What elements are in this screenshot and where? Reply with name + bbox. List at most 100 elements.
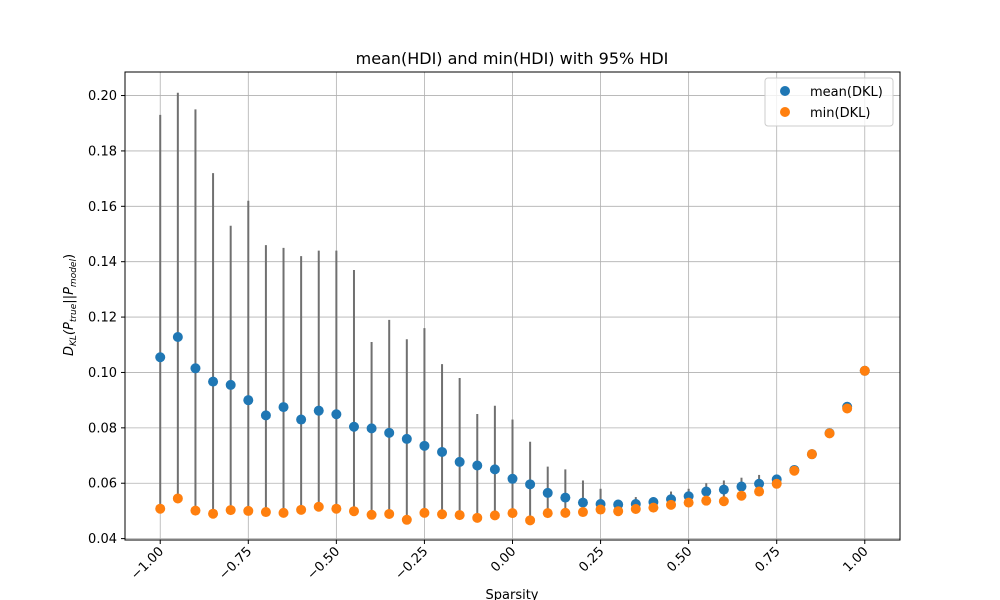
x-tick-label: −0.25	[392, 544, 431, 583]
legend-box	[764, 77, 894, 127]
min-point	[789, 465, 800, 476]
y-tick-label: 0.06	[88, 477, 117, 492]
min-point	[260, 507, 271, 518]
x-tick-label: 0.25	[576, 544, 607, 575]
mean-point	[472, 460, 483, 471]
min-point	[454, 510, 465, 521]
mean-point	[489, 464, 500, 475]
mean-point	[313, 405, 324, 416]
mean-point	[331, 409, 342, 420]
mean-point	[401, 433, 412, 444]
min-point	[577, 507, 588, 518]
y-tick-label: 0.14	[88, 255, 117, 270]
x-tick-label: 0.00	[488, 544, 519, 575]
min-point	[683, 497, 694, 508]
mean-point	[736, 481, 747, 492]
min-point	[437, 509, 448, 520]
min-point	[225, 505, 236, 516]
x-tick-label: −1.00	[128, 544, 167, 583]
mean-point	[718, 484, 729, 495]
min-point	[172, 493, 183, 504]
min-point	[507, 508, 518, 519]
min-point	[313, 501, 324, 512]
min-point	[754, 486, 765, 497]
grid	[125, 72, 900, 540]
mean-point	[701, 486, 712, 497]
min-point	[155, 503, 166, 514]
legend-marker-mean	[780, 86, 790, 96]
mean-point	[278, 402, 289, 413]
mean-point	[208, 376, 219, 387]
mean-point	[542, 487, 553, 498]
data-points	[155, 332, 870, 526]
y-tick-label: 0.12	[88, 311, 117, 326]
min-point	[560, 507, 571, 518]
min-point	[384, 508, 395, 519]
legend-label-mean: mean(DKL)	[810, 85, 883, 100]
y-tick-label: 0.08	[88, 421, 117, 436]
mean-point	[348, 421, 359, 432]
y-tick-label: 0.18	[88, 144, 117, 159]
min-point	[296, 504, 307, 515]
y-axis-ticks: 0.04 0.06 0.08 0.10 0.12 0.14 0.16 0.18 0.20	[88, 89, 125, 547]
x-tick-label: −0.50	[304, 544, 343, 583]
min-point	[419, 507, 430, 518]
y-tick-label: 0.04	[88, 532, 117, 547]
min-point	[401, 514, 412, 525]
y-tick-label: 0.20	[88, 89, 117, 104]
min-point	[806, 449, 817, 460]
mean-point	[437, 446, 448, 457]
min-point	[243, 505, 254, 516]
min-point	[190, 505, 201, 516]
mean-point	[366, 423, 377, 434]
min-point	[331, 503, 342, 514]
mean-point	[225, 379, 236, 390]
y-tick-label: 0.10	[88, 366, 117, 381]
min-point	[613, 506, 624, 517]
x-tick-label: 0.75	[752, 544, 783, 575]
legend: mean(DKL) min(DKL)	[764, 77, 894, 127]
x-tick-label: 0.50	[664, 544, 695, 575]
min-point	[666, 499, 677, 510]
min-point	[648, 502, 659, 513]
min-point	[718, 496, 729, 507]
min-point	[366, 509, 377, 520]
min-point	[489, 510, 500, 521]
mean-point	[172, 332, 183, 343]
y-tick-label: 0.16	[88, 200, 117, 215]
mean-point	[560, 492, 571, 503]
mean-point	[384, 427, 395, 438]
min-point	[771, 478, 782, 489]
min-point	[630, 503, 641, 514]
mean-point	[296, 414, 307, 425]
min-point	[208, 508, 219, 519]
x-axis-label: Sparsity	[486, 588, 539, 600]
mean-point	[577, 497, 588, 508]
min-point	[842, 403, 853, 414]
mean-point	[454, 456, 465, 467]
mean-point	[243, 395, 254, 406]
min-point	[525, 515, 536, 526]
x-tick-label: 1.00	[841, 544, 872, 575]
min-point	[595, 504, 606, 515]
min-point	[472, 512, 483, 523]
mean-point	[190, 363, 201, 374]
x-axis-ticks: −1.00 −0.75 −0.50 −0.25 0.00 0.25 0.50 0.75 1.00	[128, 540, 872, 583]
min-point	[542, 508, 553, 519]
mean-point	[155, 352, 166, 363]
y-axis-label: DKL(Ptrue||Pmodel)	[62, 254, 79, 356]
min-point	[824, 428, 835, 439]
mean-point	[419, 440, 430, 451]
mean-point	[507, 473, 518, 484]
mean-point	[525, 479, 536, 490]
min-point	[701, 495, 712, 506]
min-point	[859, 365, 870, 376]
chart-title: mean(HDI) and min(HDI) with 95% HDI	[356, 49, 669, 68]
legend-label-min: min(DKL)	[810, 106, 870, 121]
legend-marker-min	[780, 107, 790, 117]
min-point	[348, 506, 359, 517]
mean-point	[260, 410, 271, 421]
min-point	[736, 490, 747, 501]
mean-point	[754, 478, 765, 489]
